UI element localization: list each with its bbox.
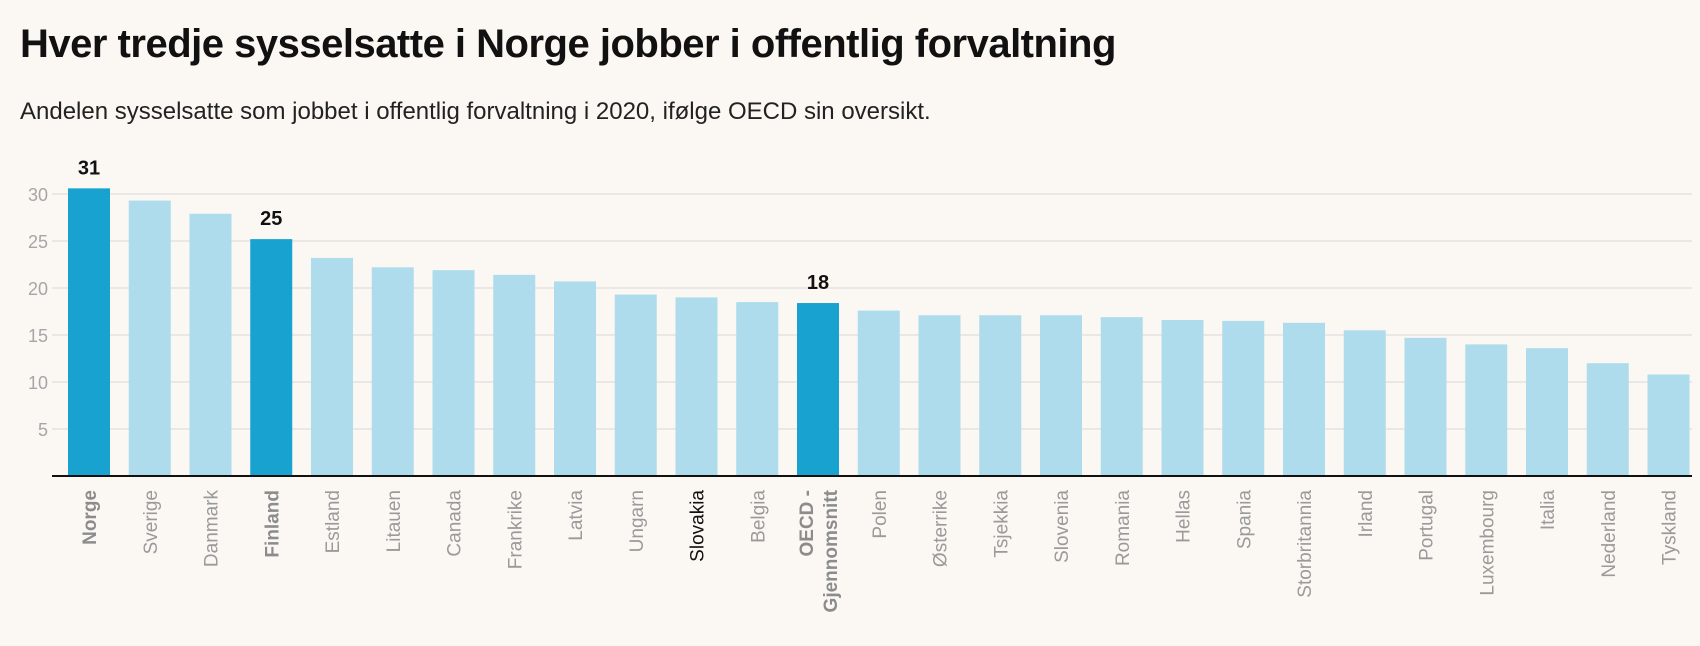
x-tick-label-text: Portugal [1417, 490, 1438, 561]
x-tick-label-text: OECD - [797, 490, 818, 557]
data-labels: 31 25 18 [78, 157, 829, 294]
x-tick-label: Hellas [1174, 490, 1195, 543]
x-tick-label-text: Danmark [202, 490, 223, 568]
x-tick-label-text: Latvia [566, 490, 587, 541]
x-tick-label: Ungarn [627, 490, 648, 552]
x-tick-label: Nederland [1599, 490, 1620, 578]
chart-subtitle: Andelen sysselsatte som jobbet i offentl… [20, 98, 931, 125]
x-tick-label-text: Tsjekkia [991, 490, 1012, 558]
x-tick-label-text: Luxembourg [1477, 490, 1498, 596]
x-tick-label: Irland [1356, 490, 1377, 538]
x-tick-label: Belgia [748, 490, 769, 543]
x-tick-label-text: Italia [1538, 490, 1559, 531]
x-tick-label: Latvia [566, 490, 587, 541]
bar-canada [432, 270, 475, 476]
x-tick-label: Danmark [202, 490, 223, 568]
bars [68, 188, 1690, 477]
bar-østerrike [918, 315, 961, 476]
data-label: 18 [807, 272, 829, 294]
x-tick-label-text: Norge [80, 490, 101, 545]
y-axis-ticks: 5 10 15 20 25 30 [28, 185, 48, 440]
x-tick-label-text: Spania [1234, 490, 1255, 550]
bar-irland [1343, 330, 1386, 476]
y-tick-label: 10 [28, 373, 48, 393]
bar-luxembourg [1465, 344, 1508, 476]
bar-storbritannia [1283, 322, 1325, 476]
bar-latvia [554, 281, 596, 476]
x-axis-labels: Norge Sverige Danmark Finland Estland Litauen… [80, 489, 1681, 612]
bar-norge [68, 188, 110, 477]
x-tick-label-text: Polen [870, 490, 891, 539]
x-tick-label-text: Estland [323, 490, 344, 553]
data-label: 25 [260, 208, 282, 230]
bar-tyskland [1647, 374, 1690, 476]
x-tick-label: Frankrike [505, 490, 526, 569]
y-tick-label: 5 [38, 420, 48, 440]
x-tick-label-text: Finland [262, 490, 283, 558]
x-tick-label-text: Irland [1356, 490, 1377, 538]
x-tick-label: Romania [1113, 490, 1134, 566]
y-tick-label: 25 [28, 232, 48, 252]
x-tick-label: Tyskland [1660, 490, 1681, 565]
bar-oecd-gjennomsnitt [797, 303, 839, 476]
x-tick-label-text: Sverige [141, 490, 162, 554]
x-tick-label: Finland [262, 490, 283, 558]
x-tick-label-text: Tyskland [1660, 490, 1681, 565]
x-tick-label-text: Belgia [748, 490, 769, 543]
x-tick-label-text: Gjennomsnitt [821, 489, 842, 612]
bar-slovenia [1040, 315, 1082, 476]
bar-nederland [1586, 363, 1629, 476]
bar-romania [1100, 317, 1143, 476]
x-tick-label-text: Slovakia [688, 490, 709, 562]
x-tick-label: Italia [1538, 490, 1559, 531]
x-tick-label: Spania [1234, 490, 1255, 550]
bar-danmark [189, 213, 232, 477]
y-tick-label: 20 [28, 279, 48, 299]
bar-frankrike [493, 274, 536, 476]
x-tick-label: Sverige [141, 490, 162, 554]
x-tick-label: Norge [80, 490, 101, 545]
bar-slovakia [675, 297, 718, 476]
bar-finland [250, 239, 293, 476]
bar-polen [857, 310, 900, 476]
y-tick-label: 15 [28, 326, 48, 346]
bar-hellas [1161, 319, 1204, 476]
bar-portugal [1404, 337, 1447, 476]
bar-ungarn [614, 294, 657, 476]
bar-italia [1526, 348, 1568, 476]
x-tick-label-text: Østerrike [931, 490, 952, 567]
x-tick-label: Litauen [384, 490, 405, 552]
x-tick-label: Slovakia [688, 490, 709, 562]
x-tick-label-text: Slovenia [1052, 490, 1073, 563]
x-tick-label-text: Ungarn [627, 490, 648, 552]
x-tick-label-text: Romania [1113, 490, 1134, 566]
x-tick-label: Estland [323, 490, 344, 553]
x-tick-label-text: Nederland [1599, 490, 1620, 578]
x-tick-label-text: Canada [445, 490, 466, 557]
x-tick-label: Tsjekkia [991, 490, 1012, 558]
data-label: 31 [78, 157, 100, 179]
bar-belgia [736, 302, 779, 476]
x-tick-label: Østerrike [931, 490, 952, 567]
bar-estland [311, 257, 353, 476]
x-tick-label: Storbritannia [1295, 490, 1316, 598]
bar-tsjekkia [979, 315, 1022, 476]
x-tick-label: Canada [445, 490, 466, 557]
x-tick-label: Luxembourg [1477, 490, 1498, 596]
x-tick-label-text: Litauen [384, 490, 405, 552]
x-tick-label: Portugal [1417, 490, 1438, 561]
x-tick-label-text: Storbritannia [1295, 490, 1316, 598]
x-tick-label: OECD - Gjennomsnitt [797, 489, 842, 612]
chart-title: Hver tredje sysselsatte i Norge jobber i… [20, 22, 1116, 66]
bar-litauen [371, 267, 414, 476]
x-tick-label: Polen [870, 490, 891, 539]
y-tick-label: 30 [28, 185, 48, 205]
x-tick-label-text: Frankrike [505, 490, 526, 569]
x-tick-label: Slovenia [1052, 490, 1073, 563]
bar-spania [1222, 320, 1265, 476]
bar-sverige [128, 200, 171, 476]
x-tick-label-text: Hellas [1174, 490, 1195, 543]
